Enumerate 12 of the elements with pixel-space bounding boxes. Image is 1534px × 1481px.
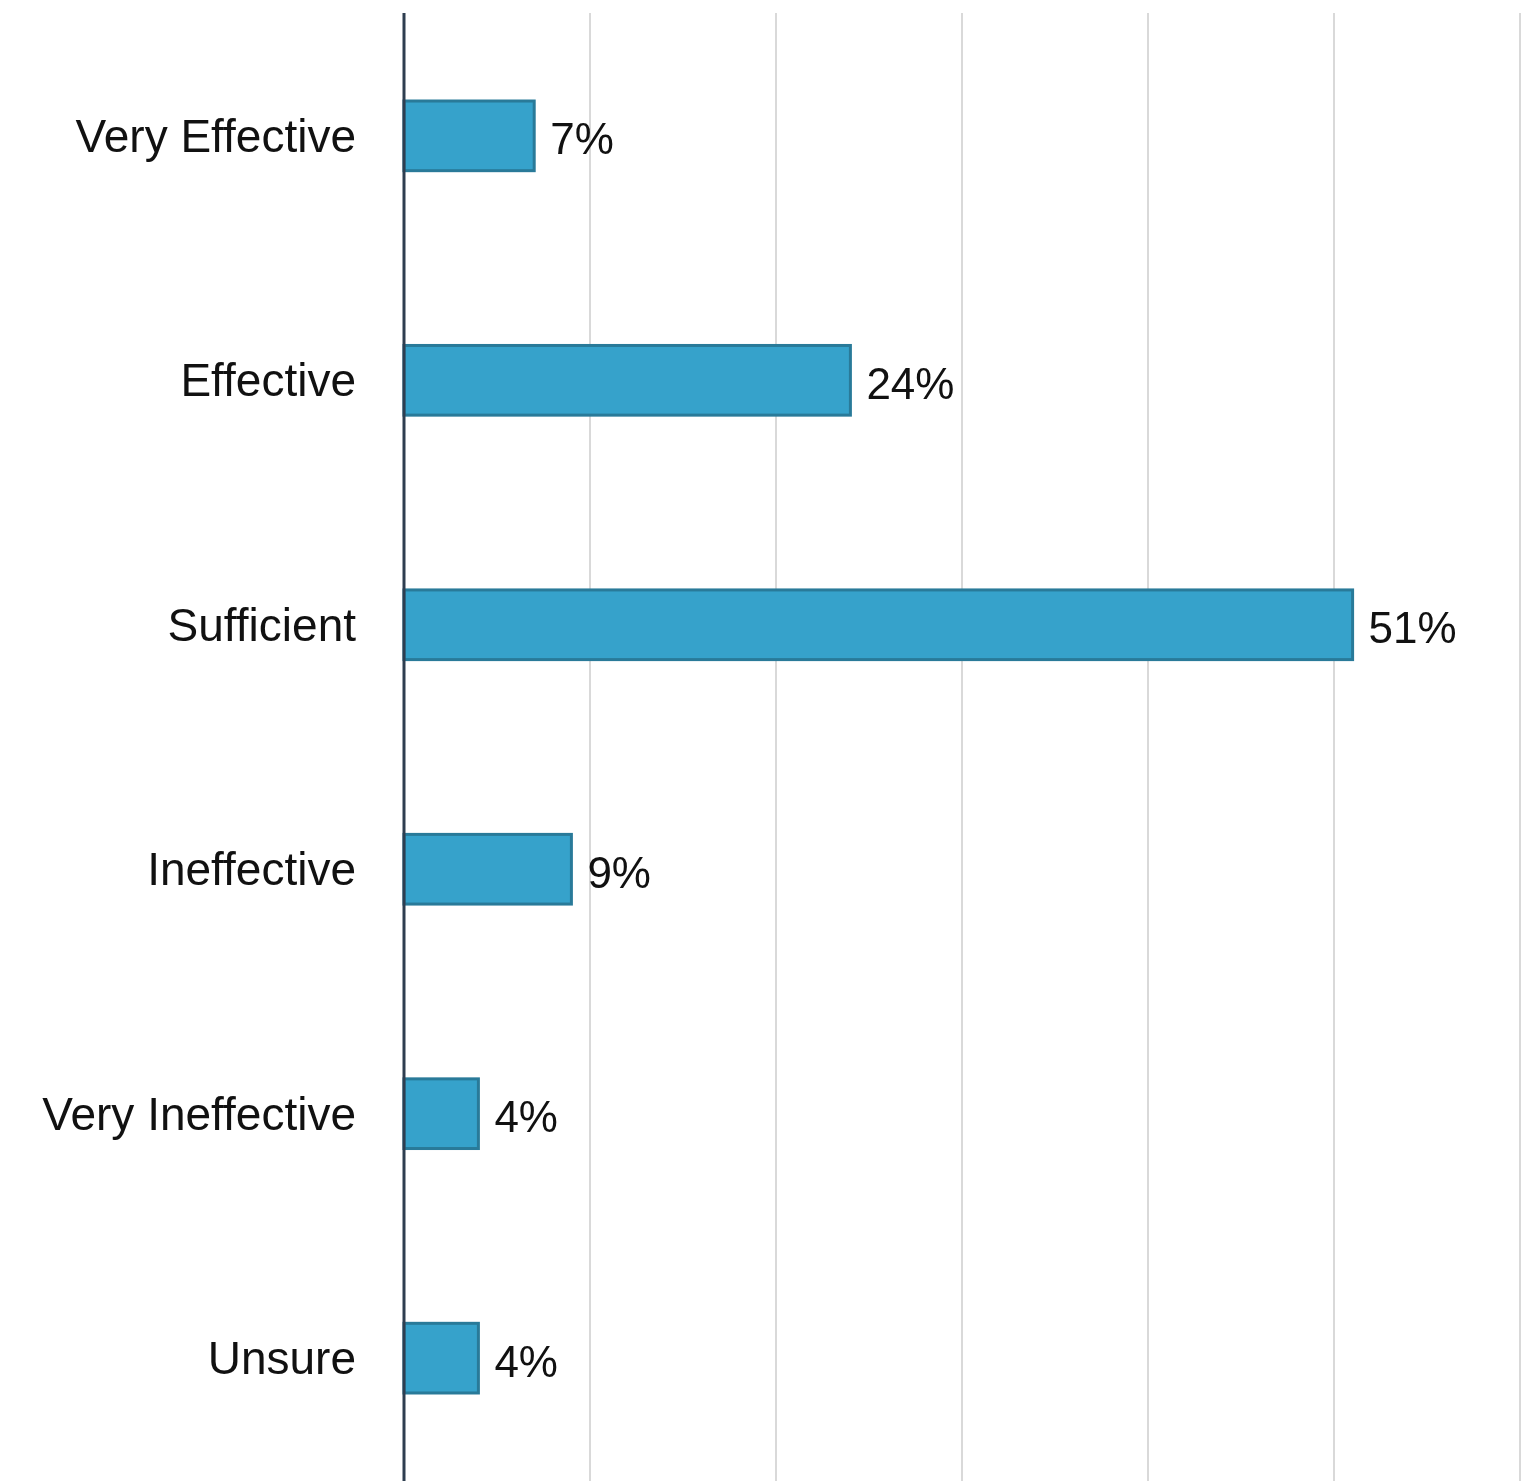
y-tick-label: Unsure <box>207 1332 356 1385</box>
data-label: 51% <box>1368 603 1457 653</box>
y-tick-label: Very Ineffective <box>42 1087 356 1140</box>
data-label: 24% <box>866 358 955 408</box>
y-tick-label: Very Effective <box>75 109 356 162</box>
y-tick-label: Ineffective <box>147 843 356 896</box>
data-label: 4% <box>494 1092 558 1142</box>
data-label: 7% <box>550 114 614 164</box>
y-tick-label: Sufficient <box>167 598 357 651</box>
data-label: 9% <box>587 847 651 897</box>
y-tick-label: Effective <box>180 354 356 407</box>
data-label: 4% <box>494 1336 558 1386</box>
